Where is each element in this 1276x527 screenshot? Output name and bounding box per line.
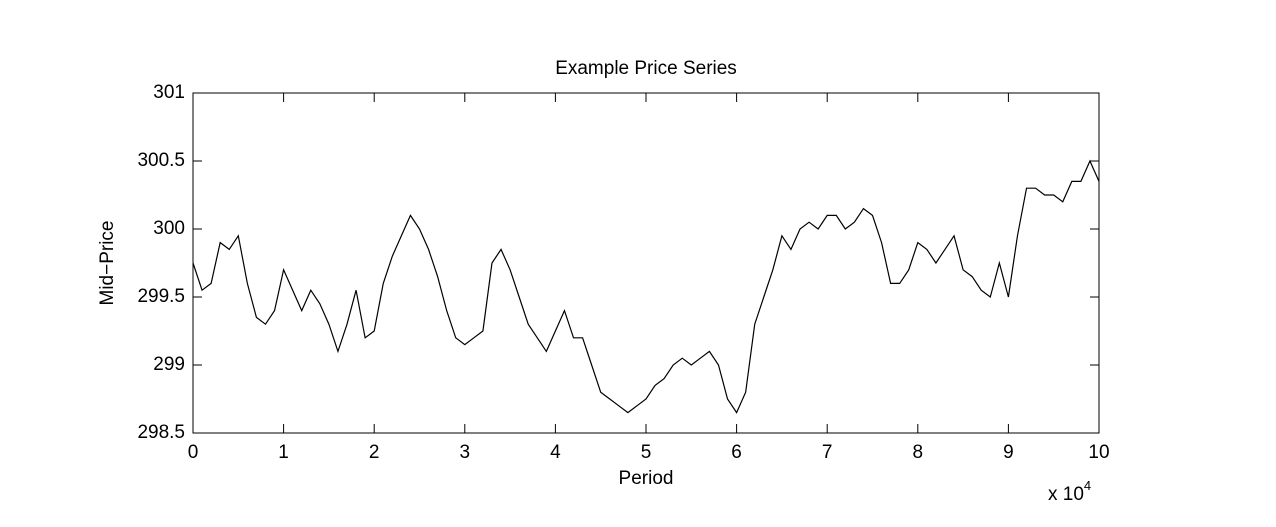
y-tick-label: 299.5 <box>137 286 185 307</box>
y-axis-label: Mid−Price <box>97 221 118 306</box>
x-tick-label: 1 <box>278 442 289 463</box>
x-tick-label: 10 <box>1088 442 1109 463</box>
x-scale-base: x 10 <box>1048 484 1084 505</box>
x-scale-label: x 104 <box>1048 478 1091 505</box>
x-scale-exponent: 4 <box>1084 478 1091 493</box>
x-axis-label: Period <box>619 468 674 489</box>
price-line <box>192 159 1100 414</box>
x-tick-label: 0 <box>188 442 199 463</box>
x-tick-label: 8 <box>913 442 924 463</box>
y-tick-label: 300 <box>153 218 185 239</box>
y-tick-label: 301 <box>153 82 185 103</box>
x-tick-label: 6 <box>731 442 742 463</box>
y-tick-label: 299 <box>153 354 185 375</box>
x-tick-label: 7 <box>822 442 833 463</box>
x-tick-label: 9 <box>1003 442 1014 463</box>
y-tick-label: 300.5 <box>137 150 185 171</box>
chart-title: Example Price Series <box>555 58 737 79</box>
y-tick-label: 298.5 <box>137 422 185 443</box>
x-tick-label: 4 <box>550 442 561 463</box>
x-tick-label: 3 <box>460 442 471 463</box>
x-tick-label: 2 <box>369 442 380 463</box>
x-tick-label: 5 <box>641 442 652 463</box>
